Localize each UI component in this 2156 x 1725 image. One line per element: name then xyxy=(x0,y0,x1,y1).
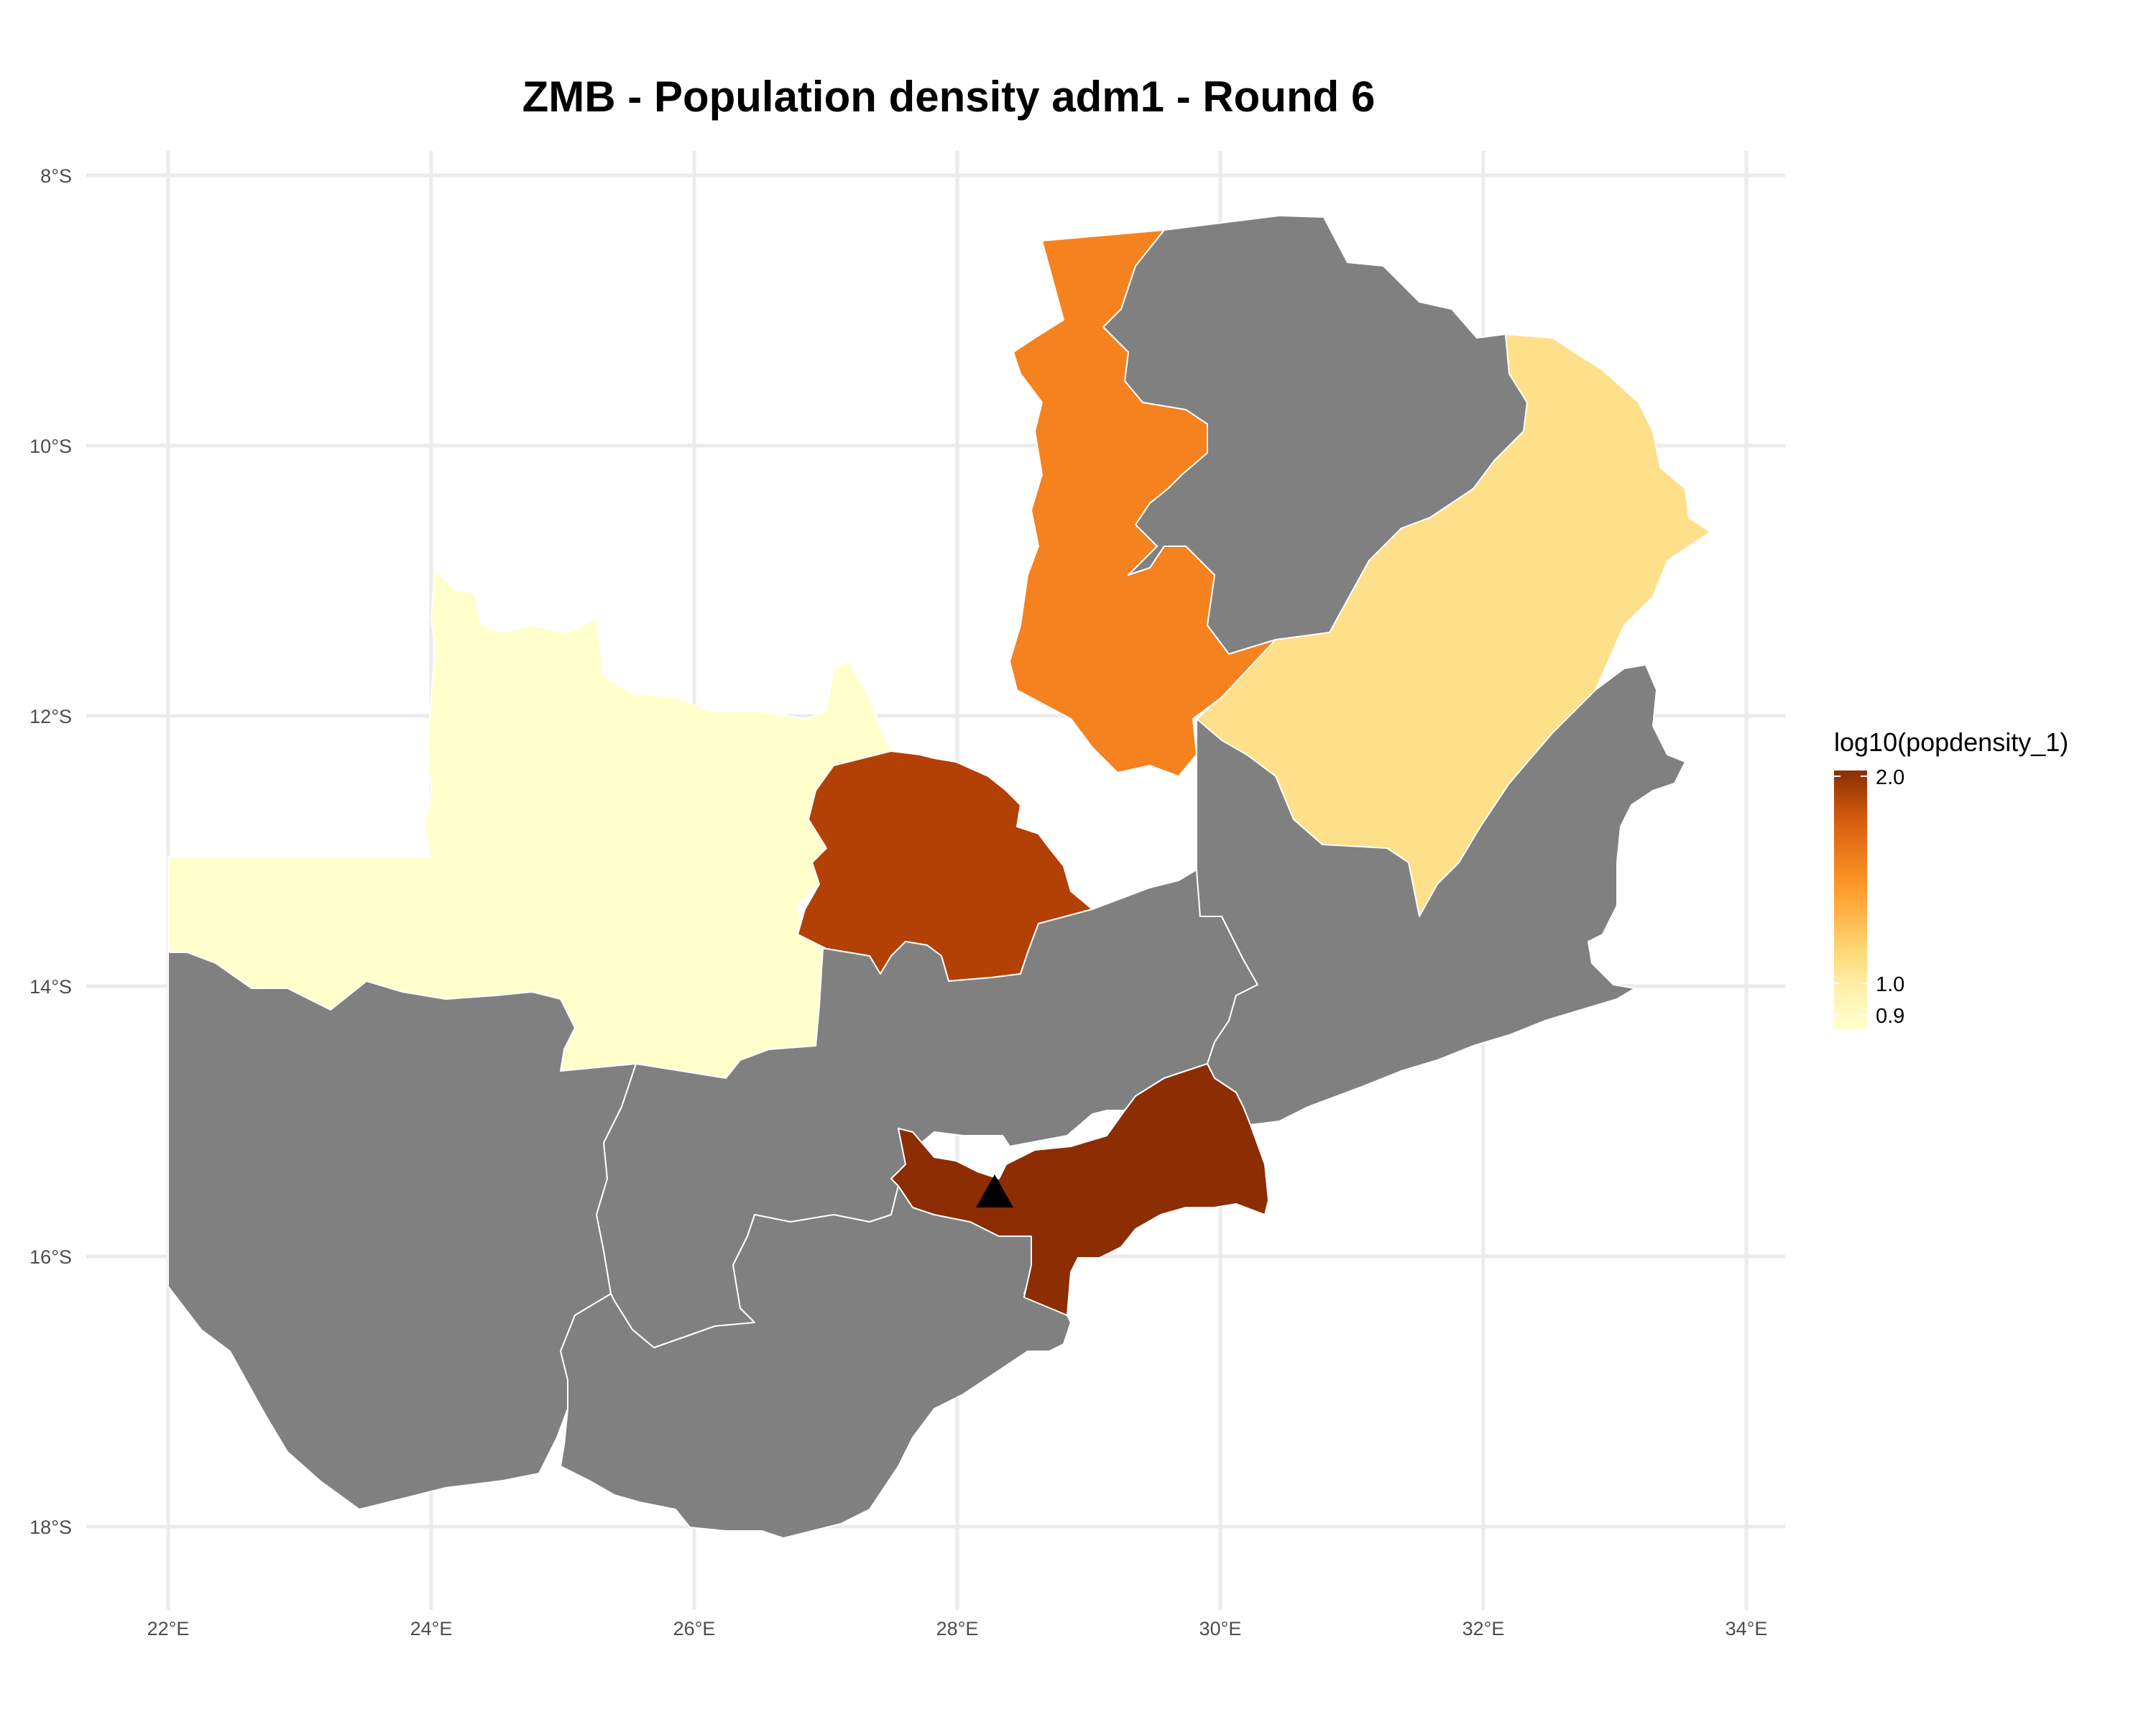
capital-triangle-marker xyxy=(976,1174,1013,1208)
y-axis-labels: 8°S 10°S 12°S 14°S 16°S 18°S xyxy=(29,165,72,1538)
legend: 2.0 1.0 0.9 xyxy=(1834,766,1904,1029)
legend-colorbar xyxy=(1834,770,1867,1029)
x-tick-label: 34°E xyxy=(1726,1618,1768,1639)
legend-label-low: 0.9 xyxy=(1876,1005,1904,1028)
y-tick-label: 14°S xyxy=(29,976,72,998)
y-tick-label: 8°S xyxy=(40,165,72,187)
legend-title: log10(popdensity_1) xyxy=(1834,727,2069,757)
x-tick-label: 26°E xyxy=(673,1618,716,1639)
x-tick-label: 22°E xyxy=(147,1618,190,1639)
region-lusaka xyxy=(890,1063,1269,1316)
map-title: ZMB - Population density adm1 - Round 6 xyxy=(522,73,1376,121)
x-tick-label: 30°E xyxy=(1199,1618,1242,1639)
y-tick-label: 16°S xyxy=(29,1246,72,1268)
legend-label-mid: 1.0 xyxy=(1876,973,1904,996)
y-tick-label: 10°S xyxy=(29,436,72,457)
region-eastern xyxy=(1196,664,1686,1126)
y-tick-label: 18°S xyxy=(29,1517,72,1538)
regions xyxy=(167,215,1711,1539)
y-tick-label: 12°S xyxy=(29,706,72,727)
x-tick-label: 32°E xyxy=(1462,1618,1505,1639)
x-axis-labels: 22°E 24°E 26°E 28°E 30°E 32°E 34°E xyxy=(147,1618,1768,1639)
x-tick-label: 24°E xyxy=(410,1618,453,1639)
region-luapula xyxy=(1009,229,1276,777)
legend-label-high: 2.0 xyxy=(1876,766,1904,789)
x-tick-label: 28°E xyxy=(936,1618,979,1639)
